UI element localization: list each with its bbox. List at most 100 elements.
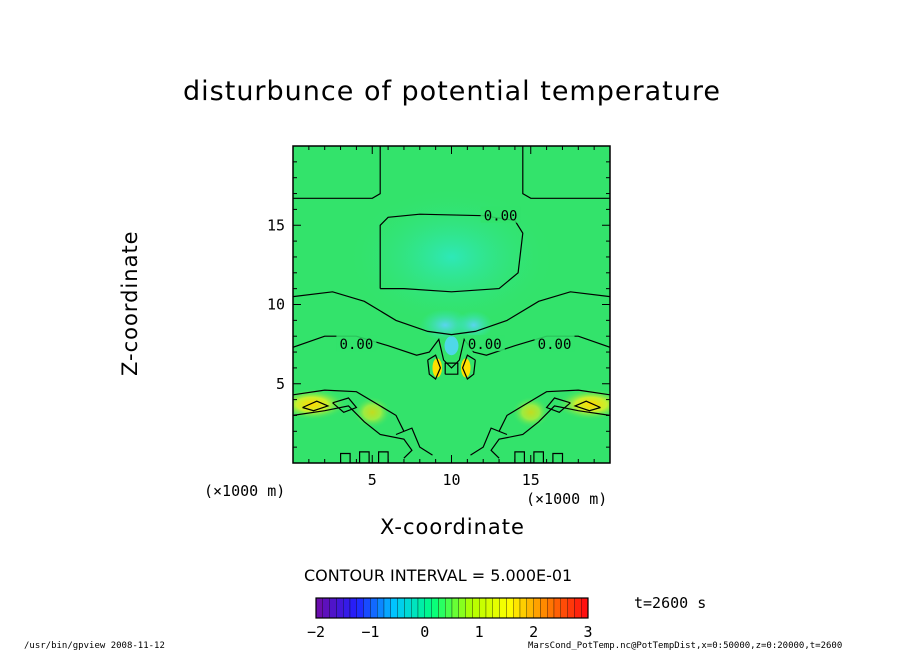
y-axis-label: Z-coordinate <box>118 230 142 376</box>
contour-line-19 <box>514 451 564 463</box>
colorbar-swatch <box>506 597 514 619</box>
contour-label-2: 0.00 <box>468 337 502 353</box>
colorbar-swatch <box>567 597 575 619</box>
colorbar-swatch <box>343 597 351 619</box>
axis-ticks: 5 10 15 5 10 15 <box>267 146 610 489</box>
warm-band-left <box>293 388 347 421</box>
colorbar-swatch <box>465 597 473 619</box>
colorbar-swatch <box>315 597 323 619</box>
colorbar-swatch <box>322 597 330 619</box>
x-axis-unit-right: (×1000 m) <box>526 490 608 508</box>
colorbar-swatch <box>513 597 521 619</box>
y-tick-label-5: 5 <box>276 375 285 393</box>
colorbar-swatch <box>363 597 371 619</box>
colorbar-swatch <box>526 597 534 619</box>
contour-line-8 <box>490 405 610 459</box>
cold-spot-right <box>454 310 493 340</box>
colorbar-tick-label--2: −2 <box>307 623 325 641</box>
contour-label-bg-1 <box>336 335 377 352</box>
heatmap-field <box>293 146 610 463</box>
colorbar-swatch <box>492 597 500 619</box>
x-tick-label-5: 5 <box>368 471 377 489</box>
colorbar-swatch <box>445 597 453 619</box>
contour-line-11 <box>427 354 442 380</box>
colorbar-swatch <box>390 597 398 619</box>
contour-line-7 <box>293 405 413 459</box>
cold-core <box>444 336 459 356</box>
contour-line-13 <box>444 362 459 375</box>
y-tick-label-10: 10 <box>267 296 285 314</box>
time-label: t=2600 s <box>634 594 707 612</box>
contour-line-6 <box>498 389 610 432</box>
colorbar-tick-label--1: −1 <box>361 623 379 641</box>
colorbar-swatch <box>370 597 378 619</box>
contour-line-10 <box>470 427 508 456</box>
contour-label-bg-0 <box>480 206 521 223</box>
colorbar-swatch <box>485 597 493 619</box>
colorbar-swatch <box>581 597 589 619</box>
colorbar-swatch <box>533 597 541 619</box>
colorbar-swatch <box>377 597 385 619</box>
footer-data-source: MarsCond_PotTemp.nc@PotTempDist,x=0:5000… <box>528 641 843 651</box>
colorbar-swatch <box>458 597 466 619</box>
colorbar-swatch <box>560 597 568 619</box>
y-tick-label-15: 15 <box>267 216 285 234</box>
contour-line-4 <box>293 335 610 369</box>
contour-line-17 <box>573 400 601 412</box>
contour-label-bg-3 <box>534 335 575 352</box>
colorbar-swatch <box>329 597 337 619</box>
colorbar-swatch <box>336 597 344 619</box>
contour-line-0 <box>293 146 381 199</box>
cold-spot-left <box>419 309 471 341</box>
colorbar-swatch <box>383 597 391 619</box>
contour-lines <box>293 146 610 463</box>
contour-line-3 <box>293 291 610 336</box>
contour-label-0: 0.00 <box>484 209 518 225</box>
colorbar-swatch <box>349 597 357 619</box>
colorbar-tick-label-1: 1 <box>475 623 484 641</box>
contour-line-14 <box>332 397 358 413</box>
contour-label-1: 0.00 <box>340 337 374 353</box>
colorbar-swatch <box>499 597 507 619</box>
colorbar-tick-label-2: 2 <box>529 623 538 641</box>
x-axis-label: X-coordinate <box>380 515 525 539</box>
colorbar-swatch <box>540 597 548 619</box>
colorbar-swatch <box>424 597 432 619</box>
colorbar-swatch <box>404 597 412 619</box>
footer-program-date: /usr/bin/gpview 2008-11-12 <box>24 641 165 651</box>
contour-line-9 <box>395 427 433 456</box>
warm-band-right <box>556 388 610 421</box>
colorbar-tick-label-0: 0 <box>420 623 429 641</box>
colorbar-frame <box>315 597 589 619</box>
contour-line-5 <box>293 389 405 432</box>
colorbar-swatch <box>431 597 439 619</box>
contour-label-bg-2 <box>464 335 505 352</box>
colorbar-swatch <box>574 597 582 619</box>
colorbar-swatch <box>472 597 480 619</box>
contour-line-12 <box>461 354 476 380</box>
colorbar-tick-label-3: 3 <box>583 623 592 641</box>
contour-line-18 <box>340 451 389 463</box>
contour-labels: 0.00 0.00 0.00 0.00 <box>336 206 575 353</box>
hot-spot-left <box>432 358 442 378</box>
contour-line-2 <box>379 213 524 293</box>
colorbar-swatch <box>519 597 527 619</box>
colorbar-swatch <box>451 597 459 619</box>
contour-line-15 <box>545 397 571 413</box>
contour-line-16 <box>302 400 330 412</box>
contour-label-3: 0.00 <box>538 337 572 353</box>
contour-line-1 <box>522 146 610 199</box>
colorbar-swatch <box>417 597 425 619</box>
colorbar-swatch <box>411 597 419 619</box>
contour-interval-label: CONTOUR INTERVAL = 5.000E-01 <box>304 566 573 585</box>
x-tick-label-10: 10 <box>442 471 460 489</box>
colorbar-swatch <box>397 597 405 619</box>
colorbar-swatch <box>479 597 487 619</box>
colorbar: −2 −1 0 1 2 3 <box>307 597 593 641</box>
x-tick-label-15: 15 <box>522 471 540 489</box>
chart-title: disturbunce of potential temperature <box>183 76 721 107</box>
hot-spot-right <box>461 358 471 378</box>
colorbar-swatch <box>356 597 364 619</box>
cool-region <box>346 187 557 327</box>
